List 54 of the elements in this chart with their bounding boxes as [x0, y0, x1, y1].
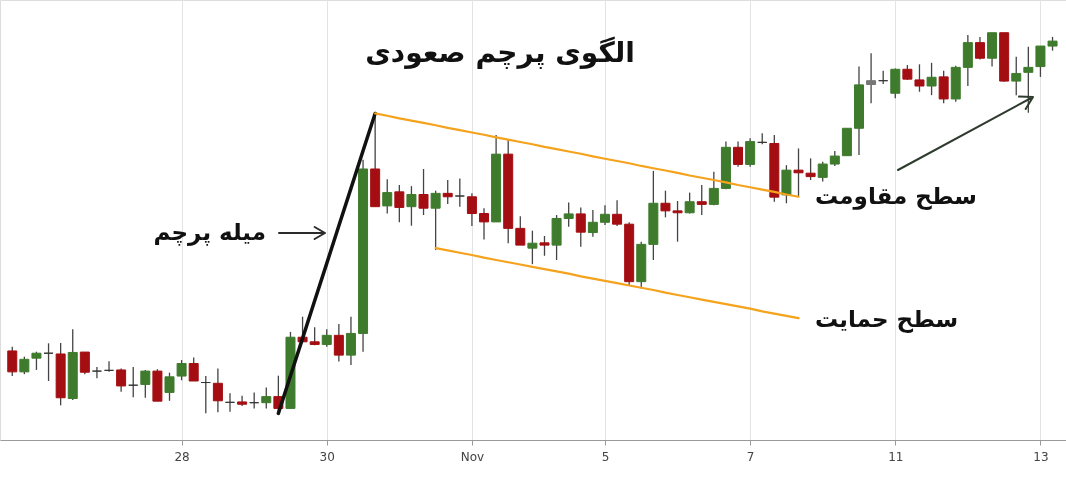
candlestick [212, 367, 223, 413]
candlestick [563, 201, 574, 228]
candlestick [684, 191, 695, 215]
candlestick [430, 190, 441, 251]
x-tick-label: 30 [319, 449, 335, 464]
candlestick [261, 386, 272, 410]
candlestick [31, 351, 42, 371]
candlestick [805, 157, 816, 181]
candlestick [466, 192, 477, 227]
candlestick [527, 230, 538, 265]
annotation: میله پرچم [153, 219, 266, 246]
x-tick-label: Nov [460, 449, 485, 464]
candlestick [418, 168, 429, 216]
annotation: سطح حمایت [815, 306, 959, 333]
candlestick [1023, 46, 1034, 114]
candlestick [708, 171, 719, 206]
candlestick [333, 323, 344, 363]
candlestick [575, 206, 586, 248]
candlestick [733, 140, 744, 168]
candlestick [1011, 56, 1022, 96]
candlestick [454, 177, 465, 208]
candlestick [116, 367, 127, 393]
candlestick [442, 179, 453, 205]
candlestick [345, 316, 356, 366]
annotation: سطح مقاومت [815, 183, 977, 210]
chart-title: الگوی پرچم صعودی [365, 36, 635, 69]
candlestick [79, 351, 90, 375]
candlestick [938, 70, 949, 104]
candlestick [817, 161, 828, 183]
candlestick [866, 52, 877, 104]
candlestick [406, 185, 417, 227]
candlestick [7, 346, 18, 377]
candlestick [91, 366, 102, 379]
x-tick-label: 11 [888, 449, 904, 464]
candlestick [515, 215, 526, 246]
candlestick [696, 184, 707, 216]
candlestick [188, 356, 199, 382]
candlestick [612, 199, 623, 227]
candlestick [745, 137, 756, 168]
x-tick-label: 7 [746, 449, 755, 464]
x-tick-label: 5 [601, 449, 610, 464]
x-tick-label: 28 [174, 449, 190, 464]
candlestick [237, 395, 248, 407]
candlestick [587, 209, 598, 238]
candlestick [394, 184, 405, 223]
candlestick [479, 207, 490, 241]
candlestick [926, 62, 937, 96]
candlestick [890, 67, 901, 99]
candlestick [382, 178, 393, 215]
x-tick-label: 13 [1033, 449, 1049, 464]
candlestick [599, 204, 610, 226]
candlestick [140, 369, 151, 399]
candlestick [793, 147, 804, 197]
candlestick [539, 235, 550, 257]
